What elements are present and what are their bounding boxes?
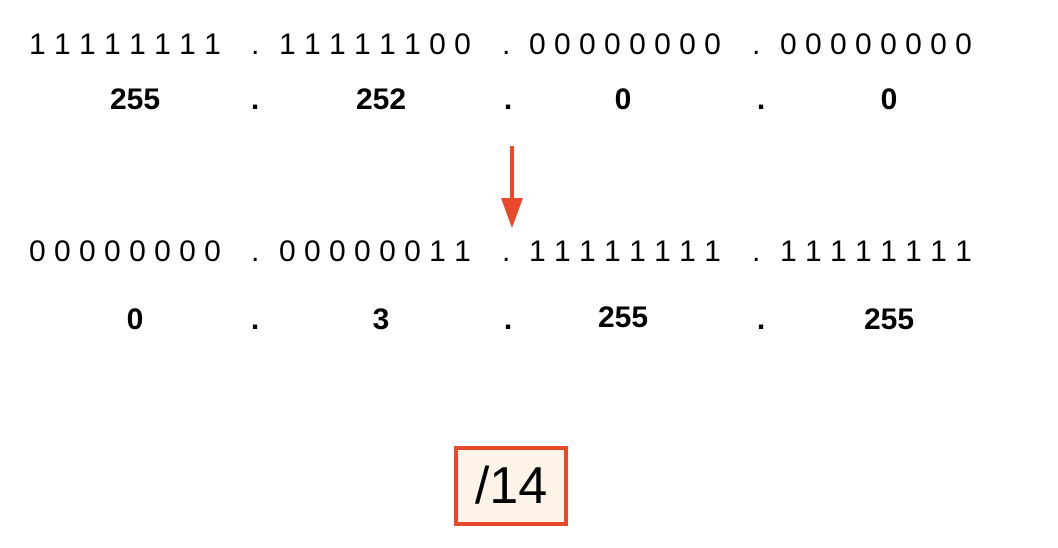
wildcard-decimal-octet-3: 255 [597,301,649,334]
mask-binary-dot-1: . [251,28,260,61]
mask-binary-dot-2: . [502,28,511,61]
wildcard-binary-octet-1: 0 0 0 0 0 0 0 0 [29,235,221,268]
wildcard-decimal-dot-3: . [756,303,766,336]
wildcard-decimal-octet-2: 3 [372,303,390,336]
wildcard-binary-octet-4: 1 1 1 1 1 1 1 1 [780,235,972,268]
down-arrow-icon [501,146,523,228]
mask-decimal-octet-2: 252 [355,83,407,116]
mask-binary-octet-4: 0 0 0 0 0 0 0 0 [780,28,972,61]
mask-decimal-dot-2: . [503,83,513,116]
mask-decimal-octet-1: 255 [109,83,161,116]
wildcard-binary-octet-3: 1 1 1 1 1 1 1 1 [529,235,721,268]
wildcard-decimal-octet-4: 255 [863,303,915,336]
wildcard-binary-dot-1: . [251,235,260,268]
wildcard-binary-octet-2: 0 0 0 0 0 0 1 1 [279,235,471,268]
mask-binary-row: 1 1 1 1 1 1 1 1 . 1 1 1 1 1 1 0 0 . 0 0 … [0,28,1058,64]
wildcard-decimal-dot-1: . [250,303,260,336]
mask-decimal-octet-4: 0 [880,83,898,116]
mask-binary-octet-2: 1 1 1 1 1 1 0 0 [279,28,471,61]
wildcard-binary-dot-2: . [502,235,511,268]
mask-binary-dot-3: . [752,28,761,61]
mask-binary-octet-1: 1 1 1 1 1 1 1 1 [29,28,221,61]
wildcard-binary-row: 0 0 0 0 0 0 0 0 . 0 0 0 0 0 0 1 1 . 1 1 … [0,235,1058,271]
mask-decimal-dot-3: . [756,83,766,116]
mask-binary-octet-3: 0 0 0 0 0 0 0 0 [529,28,721,61]
prefix-box: /14 [454,446,568,526]
wildcard-decimal-dot-2: . [503,303,513,336]
mask-decimal-octet-3: 0 [614,83,632,116]
wildcard-binary-dot-3: . [752,235,761,268]
prefix-length: /14 [474,457,548,515]
mask-decimal-dot-1: . [250,83,260,116]
wildcard-decimal-octet-1: 0 [126,303,144,336]
